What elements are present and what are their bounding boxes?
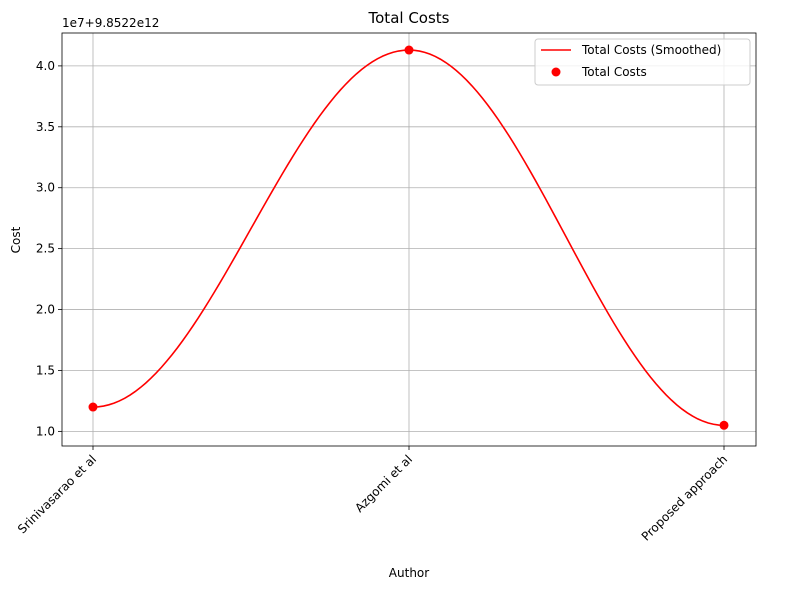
y-tick-label: 1.5 <box>36 363 55 377</box>
chart-title: Total Costs <box>368 9 450 27</box>
y-tick-label: 3.0 <box>36 181 55 195</box>
x-axis-label: Author <box>389 566 429 580</box>
cost-point <box>88 402 98 412</box>
legend-label-total-costs: Total Costs <box>581 65 647 79</box>
cost-point <box>404 45 414 55</box>
legend: Total Costs (Smoothed) Total Costs <box>534 38 751 86</box>
y-tick-label: 1.0 <box>36 424 55 438</box>
plot-area <box>88 45 729 430</box>
y-tick-label: 2.0 <box>36 303 55 317</box>
legend-label-smoothed: Total Costs (Smoothed) <box>581 43 721 57</box>
legend-box <box>534 38 751 86</box>
y-tick-label: 3.5 <box>36 120 55 134</box>
y-offset-text: 1e7+9.8522e12 <box>62 16 159 30</box>
cost-point <box>719 420 729 430</box>
legend-scatter-marker <box>551 67 561 77</box>
y-tick-label: 4.0 <box>36 59 55 73</box>
y-tick-label: 2.5 <box>36 242 55 256</box>
y-axis-label: Cost <box>9 226 23 253</box>
